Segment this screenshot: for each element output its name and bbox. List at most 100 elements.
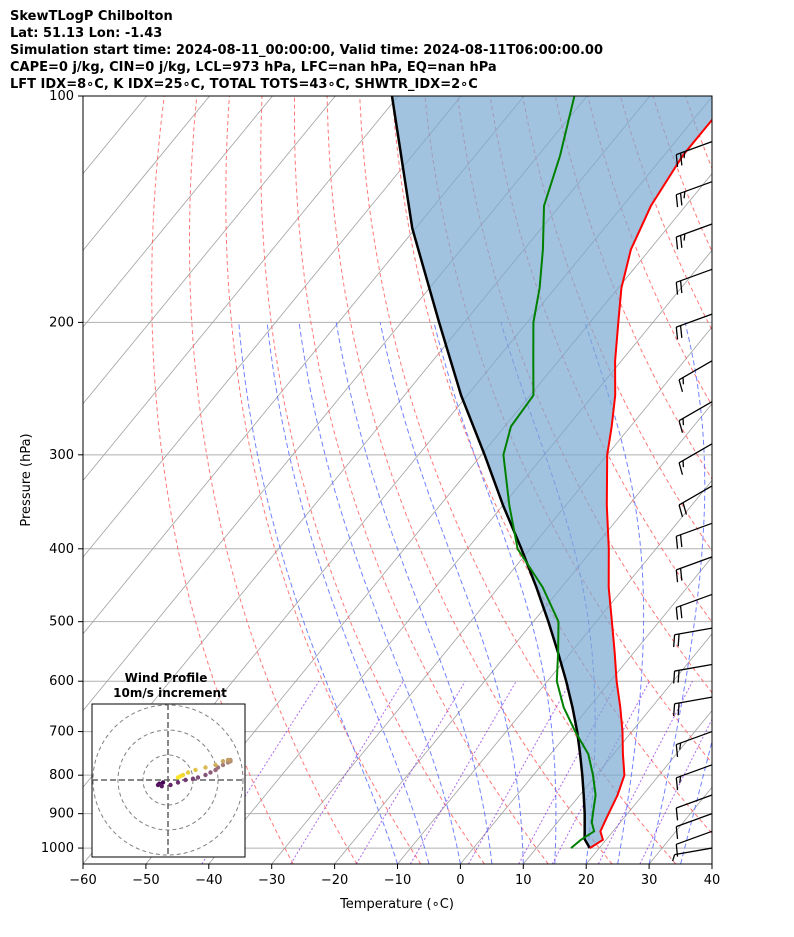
hodograph-point: [168, 782, 173, 788]
hodograph-point: [203, 765, 208, 770]
moist-adiabat-line: [680, 739, 712, 864]
x-axis-label: Temperature (∘C): [339, 897, 454, 912]
hodograph-point: [175, 780, 181, 785]
wind-barb: [675, 313, 713, 340]
moist-adiabat-line: [433, 322, 557, 864]
wind-barb: [678, 443, 713, 475]
wind-barb-flag: [683, 233, 686, 241]
wind-barb-shaft: [676, 313, 713, 328]
wind-barb-shaft: [676, 556, 713, 571]
y-tick-label: 200: [49, 315, 74, 330]
wind-barb-flag: [679, 568, 683, 581]
cape-shaded-area: [392, 96, 712, 849]
dewpoint-profile-line: [502, 96, 597, 849]
wind-barb-flag: [675, 777, 679, 791]
mixing-ratio-line: [355, 680, 466, 864]
y-tick-label: 800: [49, 768, 74, 783]
wind-barb-shaft: [678, 360, 713, 381]
title-line-times: Simulation start time: 2024-08-11_00:00:…: [10, 43, 603, 58]
isotherm-line: [585, 709, 712, 864]
title-line-indices-2: LFT IDX=8∘C, K IDX=25∘C, TOTAL TOTS=43∘C…: [10, 77, 478, 92]
wind-barb-flag: [678, 504, 684, 518]
wind-barb: [675, 522, 713, 549]
profile-series: [390, 96, 712, 849]
x-tick-label: −60: [69, 873, 96, 888]
isotherm-line: [460, 556, 712, 864]
wind-barb-flag: [673, 703, 676, 717]
mixing-ratio-line: [551, 680, 650, 864]
wind-barb-flag: [673, 671, 676, 684]
hodograph-title: Wind Profile: [125, 671, 208, 685]
wind-barb-shaft: [676, 813, 713, 828]
x-tick-label: 10: [515, 873, 532, 888]
figure-title: SkewTLogP Chilbolton Lat: 51.13 Lon: -1.…: [10, 8, 603, 93]
hodograph-point: [160, 780, 166, 785]
dry-adiabat-line: [685, 96, 712, 170]
wind-barb-shaft: [678, 443, 713, 464]
x-tick-label: −30: [258, 873, 285, 888]
dry-adiabat-line: [718, 96, 794, 864]
wind-barb-flag: [675, 282, 679, 295]
moist-adiabat-line: [238, 322, 398, 864]
mixing-ratio-line: [639, 718, 712, 864]
x-axis-ticks: −60 −50 −40 −30 −20 −10 0 10 20 30 40: [69, 864, 720, 888]
hodograph-point: [155, 782, 161, 788]
hodograph-point: [190, 776, 196, 781]
wind-barbs: [672, 141, 713, 862]
isotherm-line: [145, 173, 712, 864]
wind-barb-shaft: [674, 847, 713, 856]
wind-barb-flag: [675, 536, 679, 549]
wind-barb: [673, 663, 713, 684]
dry-adiabat-line: [260, 96, 485, 864]
wind-barb-flag: [673, 634, 676, 648]
isotherm-line: [83, 96, 336, 405]
wind-barb-flag: [675, 154, 679, 168]
hodograph-point: [193, 767, 198, 773]
isotherm-line: [83, 96, 210, 251]
dry-adiabat-line: [751, 96, 794, 864]
x-tick-label: −10: [384, 873, 411, 888]
y-tick-label: 1000: [41, 841, 74, 856]
wind-barb-flag: [679, 325, 683, 338]
hodograph-subtitle: 10m/s increment: [113, 686, 227, 700]
wind-barb-flag: [678, 462, 684, 475]
plot-area: −60 −50 −40 −30 −20 −10 0 10 20 30 40 100 200 300 400…: [19, 89, 794, 912]
dry-adiabat-line: [225, 96, 422, 864]
wind-barb-shaft: [676, 223, 713, 238]
wind-barb-flag: [679, 153, 683, 166]
wind-barb-shaft: [676, 141, 713, 156]
wind-barb: [675, 223, 713, 250]
hodograph-inset: Wind Profile 10m/s increment: [91, 671, 246, 858]
wind-barb: [678, 401, 713, 433]
isotherm-line: [711, 863, 712, 864]
title-line-location: Lat: 51.13 Lon: -1.43: [10, 26, 163, 41]
x-tick-label: −20: [321, 873, 348, 888]
dry-adiabat-line: [522, 96, 712, 552]
dry-adiabat-line: [783, 96, 794, 864]
moist-adiabat-line: [266, 322, 430, 864]
isotherm-line: [775, 96, 794, 864]
isotherm-line: [648, 786, 712, 864]
wind-barb-flag: [679, 776, 682, 784]
wind-barb-flag: [679, 193, 683, 206]
wind-barb-flag: [679, 534, 683, 548]
dry-adiabat-line: [391, 96, 712, 835]
wind-barb: [675, 268, 713, 295]
dry-adiabat-line: [151, 96, 294, 864]
parcel-profile-line: [390, 96, 591, 849]
wind-barb: [675, 556, 713, 583]
hodograph-point: [159, 784, 164, 789]
hodograph-point: [225, 757, 231, 763]
wind-barb: [675, 181, 713, 208]
wind-barb-shaft: [676, 522, 713, 537]
temperature-profile-line: [589, 118, 712, 849]
wind-barb-flag: [683, 151, 686, 159]
wind-barb: [678, 360, 713, 392]
mixing-ratio-line: [290, 680, 404, 864]
hodograph-content: [92, 704, 245, 857]
wind-barb-shaft: [676, 764, 713, 779]
wind-barb-flag: [672, 854, 676, 862]
wind-barb-shaft: [676, 794, 713, 809]
mixing-ratio-line: [597, 680, 694, 864]
